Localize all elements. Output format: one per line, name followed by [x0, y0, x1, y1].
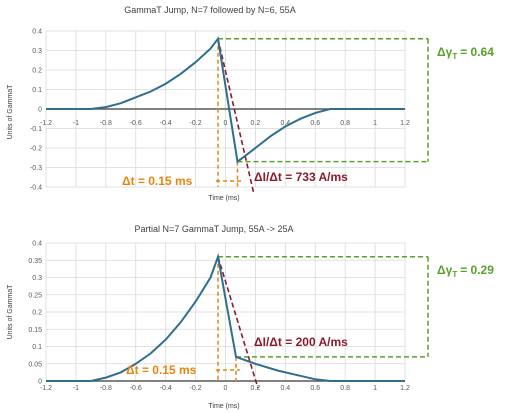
x-tick-label: -0.8: [100, 385, 112, 392]
chart-1-yticks: 0.4 0.3 0.2 0.1 0 -0.1 -0.2 -0.3 -0.4: [30, 29, 42, 192]
y-tick-label: 0.1: [32, 344, 42, 351]
x-tick-label: -1.2: [40, 120, 52, 127]
chart-1-ylabel: Units of GammaT: [7, 84, 14, 140]
x-tick-label: -0.8: [100, 120, 112, 127]
chart-2-title: Partial N=7 GammaT Jump, 55A -> 25A: [135, 224, 294, 234]
chart-2-delta-gamma-label: ΔγT = 0.29: [437, 263, 494, 279]
chart-1-title: GammaT Jump, N=7 followed by N=6, 55A: [124, 5, 295, 15]
chart-2-didt-label: ΔI/Δt = 200 A/ms: [254, 335, 348, 349]
y-tick-label: 0.2: [32, 310, 42, 317]
y-tick-label: 0.35: [28, 258, 42, 265]
chart-1-delta-t-label: Δt = 0.15 ms: [122, 174, 193, 188]
y-tick-label: 0.4: [32, 29, 42, 36]
chart-1: GammaT Jump, N=7 followed by N=6, 55A Un…: [7, 5, 494, 202]
x-tick-label: -0.6: [130, 120, 142, 127]
y-tick-label: 0.05: [28, 361, 42, 368]
x-tick-label: 0.8: [340, 120, 350, 127]
chart-1-series-line: [46, 36, 405, 164]
didt-slope: [217, 256, 259, 389]
chart-1-delta-gamma-label: ΔγT = 0.64: [437, 45, 494, 61]
x-tick-label: -0.4: [160, 385, 172, 392]
y-tick-label: 0.25: [28, 292, 42, 299]
x-tick-label: 1: [373, 120, 377, 127]
y-tick-label: 0.4: [32, 241, 42, 248]
x-tick-label: -1.2: [40, 385, 52, 392]
x-tick-label: 0.6: [310, 120, 320, 127]
x-tick-label: 0.2: [251, 385, 261, 392]
chart-2-yticks: 0.4 0.35 0.3 0.25 0.2 0.15 0.1 0.05 0: [28, 241, 42, 386]
x-tick-label: 0.8: [340, 385, 350, 392]
y-tick-label: 0.3: [32, 48, 42, 55]
y-tick-label: -0.1: [30, 126, 42, 133]
chart-1-annot-lines: [216, 38, 429, 193]
x-tick-label: 0: [224, 120, 228, 127]
x-tick-label: -1: [73, 385, 79, 392]
x-tick-label: -0.2: [190, 120, 202, 127]
x-tick-label: -0.6: [130, 385, 142, 392]
y-tick-label: 0: [38, 379, 42, 386]
chart-2-delta-t-label: Δt = 0.15 ms: [126, 363, 197, 377]
chart-2: Partial N=7 GammaT Jump, 55A -> 25A Unit…: [7, 224, 494, 410]
x-tick-label: 0: [224, 385, 228, 392]
y-tick-label: 0: [38, 107, 42, 114]
chart-1-didt-label: ΔI/Δt = 733 A/ms: [254, 170, 348, 184]
x-tick-label: -0.4: [160, 120, 172, 127]
x-tick-label: 0.2: [251, 120, 261, 127]
x-tick-label: 0.4: [280, 120, 290, 127]
x-tick-label: -0.2: [190, 385, 202, 392]
y-tick-label: 0.15: [28, 327, 42, 334]
chart-1-xticks: -1.2 -1 -0.8 -0.6 -0.4 -0.2 0 0.2 0.4 0.6 0.8 1 1.2: [40, 120, 410, 127]
x-tick-label: 1.2: [400, 385, 410, 392]
chart-2-xlabel: Time (ms): [208, 403, 239, 410]
y-tick-label: -0.3: [30, 165, 42, 172]
didt-slope: [217, 38, 255, 193]
y-tick-label: 0.2: [32, 68, 42, 75]
y-tick-label: 0.3: [32, 275, 42, 282]
y-tick-label: 0.1: [32, 87, 42, 94]
y-tick-label: -0.2: [30, 146, 42, 153]
x-tick-label: -1: [73, 120, 79, 127]
chart-2-grid: [45, 242, 406, 382]
chart-2-xticks: -1.2 -1 -0.8 -0.6 -0.4 -0.2 0 0.2 0.4 0.6 0.8 1 1.2: [40, 385, 410, 392]
chart-2-ylabel: Units of GammaT: [7, 284, 14, 340]
x-tick-label: 0.6: [310, 385, 320, 392]
chart-2-annot-lines: [216, 256, 429, 389]
chart-2-series-line: [46, 252, 405, 382]
x-tick-label: 1: [373, 385, 377, 392]
chart-1-xlabel: Time (ms): [208, 195, 239, 202]
x-tick-label: 1.2: [400, 120, 410, 127]
x-tick-label: 0.4: [280, 385, 290, 392]
y-tick-label: -0.4: [30, 185, 42, 192]
